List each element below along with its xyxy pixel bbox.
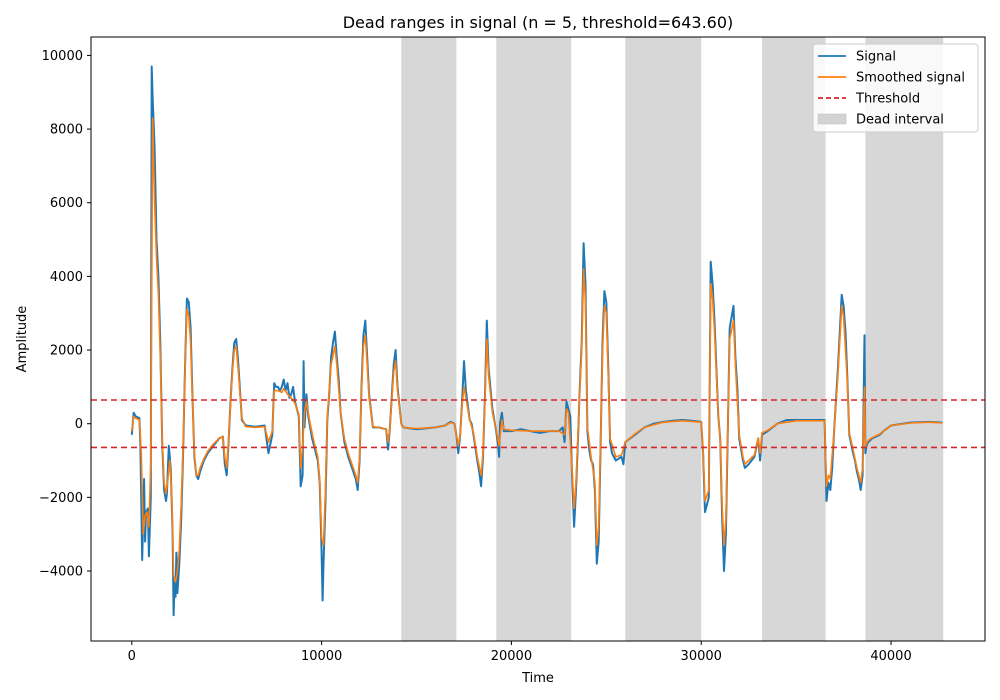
y-tick-label: 2000 [50,344,83,359]
y-tick-label: 8000 [50,123,83,138]
legend-label-threshold: Threshold [855,92,920,107]
legend-label-signal: Signal [856,50,896,65]
dead-interval-1 [401,37,457,641]
y-axis-label: Amplitude [15,306,30,373]
legend-box [812,43,979,133]
y-tick-label: −4000 [39,565,83,580]
legend-label-dead: Dead interval [856,113,944,128]
dead-interval-5 [865,37,944,641]
dead-intervals [401,37,944,641]
plot-area [91,37,985,641]
plot-frame [90,36,986,642]
x-tick-label: 30000 [681,649,722,664]
y-tick-label: 6000 [50,196,83,211]
dead-interval-2 [496,37,572,641]
dead-interval-4 [761,37,826,641]
y-tick-label: 4000 [50,270,83,285]
legend-swatch-dead-interval [817,113,847,125]
legend-label-smoothed: Smoothed signal [856,71,965,86]
x-axis: 0 10000 20000 30000 40000 [128,641,912,664]
y-tick-label: −2000 [39,491,83,506]
x-tick-label: 0 [128,649,136,664]
smoothed-signal-line [131,117,943,583]
x-axis-label: Time [521,671,554,686]
x-tick-label: 20000 [491,649,532,664]
y-axis: −4000 −2000 0 2000 4000 6000 8000 10000 [39,49,91,580]
y-tick-label: 0 [75,417,83,432]
threshold-lines [91,399,985,449]
chart-title: Dead ranges in signal (n = 5, threshold=… [343,13,734,32]
data-lines [130,65,943,617]
x-tick-label: 40000 [870,649,911,664]
dead-interval-3 [625,37,702,641]
x-tick-label: 10000 [301,649,342,664]
y-tick-label: 10000 [42,49,83,64]
legend: Signal Smoothed signal Threshold Dead inter… [812,43,979,133]
